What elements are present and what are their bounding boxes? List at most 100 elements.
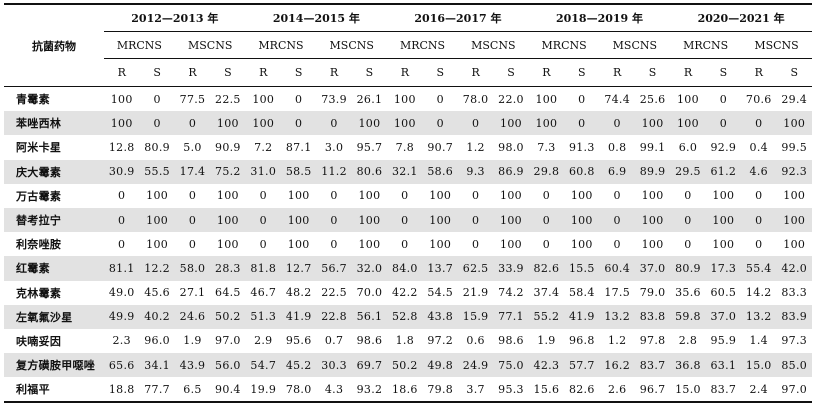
value-cell: 100	[351, 207, 388, 233]
value-cell: 96.7	[634, 377, 671, 403]
rs-header: S	[776, 58, 812, 87]
value-cell: 61.2	[705, 159, 742, 184]
value-cell: 12.2	[139, 256, 175, 281]
value-cell: 0	[719, 92, 727, 106]
rs-header: R	[316, 58, 352, 87]
value-cell: 97.0	[776, 377, 812, 403]
value-cell: 0	[613, 189, 621, 203]
value-cell: 100	[776, 207, 812, 233]
group-header: MRCNS	[528, 31, 600, 59]
value-cell: 98.0	[498, 140, 524, 154]
value-cell: 83.7	[634, 353, 671, 378]
value-cell: 97.2	[427, 334, 454, 348]
value-cell: 98.6	[498, 334, 524, 348]
value-cell: 22.5	[321, 286, 347, 300]
group-header: MSCNS	[599, 31, 671, 59]
value-cell: 90.4	[210, 377, 246, 403]
value-cell: 35.6	[675, 286, 701, 300]
table-row: 万古霉素 0 100 0 100 0 100 0 100 0 100 0 100 0 100 0 100 0 100…	[4, 184, 812, 208]
value-cell: 42.3	[528, 353, 565, 378]
value-cell: 96.0	[144, 334, 170, 348]
value-cell: 65.6	[104, 353, 140, 378]
value-cell: 75.0	[493, 353, 529, 378]
value-cell: 40.2	[139, 304, 175, 329]
value-cell: 100	[358, 237, 381, 251]
value-cell: 42.2	[391, 286, 418, 300]
rs-header: R	[457, 58, 494, 87]
value-cell: 15.0	[741, 353, 777, 378]
period-header: 2018—2019 年	[528, 4, 671, 32]
value-cell: 7.3	[537, 140, 556, 154]
rs-header: S	[422, 58, 458, 87]
value-cell: 55.4	[741, 256, 777, 281]
value-cell: 29.8	[528, 159, 565, 184]
table-row: 阿米卡星 12.8 80.9 5.0 90.9 7.2 87.1 3.0 95.7 7.8 90.7…	[4, 135, 812, 159]
value-cell: 100	[493, 111, 529, 136]
value-cell: 100	[429, 237, 452, 251]
period-header: 2016—2017 年	[387, 4, 529, 32]
value-cell: 15.9	[457, 304, 494, 329]
value-cell: 55.2	[528, 304, 565, 329]
value-cell: 0.7	[324, 334, 344, 348]
rs-header: R	[599, 58, 635, 87]
table-row: 红霉素 81.1 12.2 58.0 28.3 81.8 12.7 56.7 32.0 84.0 1…	[4, 256, 812, 281]
period-header: 2014—2015 年	[245, 4, 388, 32]
value-cell: 45.2	[280, 353, 317, 378]
value-cell: 80.9	[144, 140, 170, 154]
value-cell: 3.7	[457, 377, 494, 403]
value-cell: 60.5	[710, 286, 737, 300]
value-cell: 27.1	[179, 286, 206, 300]
value-cell: 54.7	[245, 353, 281, 378]
value-cell: 2.3	[112, 334, 131, 348]
value-cell: 0	[401, 237, 409, 251]
value-cell: 29.5	[670, 159, 706, 184]
value-cell: 95.9	[710, 334, 737, 348]
drug-name: 克林霉素	[16, 286, 62, 300]
value-cell: 0	[599, 207, 635, 233]
value-cell: 6.9	[599, 159, 635, 184]
group-header-row: MRCNS MSCNS MRCNS MSCNS MRCNS MSCNS MRCNS MSCNS…	[4, 31, 812, 59]
value-cell: 13.7	[422, 256, 458, 281]
value-cell: 100	[280, 207, 317, 233]
value-cell: 42.0	[776, 256, 812, 281]
value-cell: 22.5	[215, 92, 241, 106]
value-cell: 0	[118, 237, 126, 251]
value-cell: 77.7	[139, 377, 175, 403]
value-cell: 95.3	[493, 377, 529, 403]
rs-header: R	[670, 58, 706, 87]
value-cell: 48.2	[285, 286, 312, 300]
table-row: 呋喃妥因 2.3 96.0 1.9 97.0 2.9 95.6 0.7 98.6 1.8 97.2 0…	[4, 329, 812, 353]
value-cell: 14.2	[745, 286, 772, 300]
value-cell: 2.4	[741, 377, 777, 403]
value-cell: 15.6	[528, 377, 565, 403]
value-cell: 6.0	[678, 140, 698, 154]
value-cell: 100	[500, 189, 522, 203]
value-cell: 0	[316, 111, 352, 136]
value-cell: 0	[599, 111, 635, 136]
value-cell: 50.2	[387, 353, 423, 378]
rs-header: R	[741, 58, 777, 87]
value-cell: 46.7	[250, 286, 277, 300]
drug-name: 复方磺胺甲噁唑	[4, 353, 105, 378]
value-cell: 0	[330, 237, 338, 251]
value-cell: 43.8	[422, 304, 458, 329]
value-cell: 74.4	[604, 92, 631, 106]
value-cell: 100	[528, 111, 565, 136]
drug-name: 呋喃妥因	[16, 334, 62, 348]
value-cell: 59.8	[670, 304, 706, 329]
drug-name: 红霉素	[4, 256, 105, 281]
table-header: 抗菌药物 2012—2013 年 2014—2015 年 2016—2017 年…	[4, 4, 812, 87]
value-cell: 0	[684, 237, 692, 251]
value-cell: 7.8	[395, 140, 415, 154]
value-cell: 32.0	[351, 256, 388, 281]
value-cell: 82.6	[528, 256, 565, 281]
table-row: 青霉素 100 0 77.5 22.5 100 0 73.9 26.1 100 0 78.0 22.0 1…	[4, 87, 812, 112]
value-cell: 17.5	[604, 286, 631, 300]
rs-header: S	[210, 58, 246, 87]
value-cell: 37.0	[634, 256, 671, 281]
value-cell: 90.9	[215, 140, 241, 154]
value-cell: 17.3	[705, 256, 742, 281]
value-cell: 100	[670, 111, 706, 136]
value-cell: 0	[741, 111, 777, 136]
value-cell: 0	[174, 207, 211, 233]
